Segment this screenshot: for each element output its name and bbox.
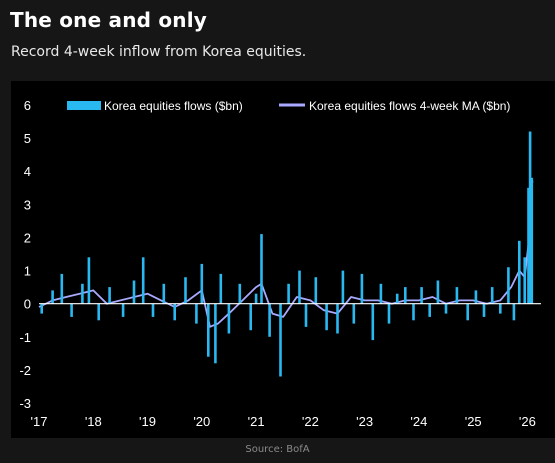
flow-bar [219,273,223,304]
flow-bar [314,277,318,304]
y-tick-label: -2 [19,363,31,378]
flow-bar [518,240,521,304]
flow-bar [268,303,271,337]
ma-series-line [38,180,534,328]
chart-panel: 6 5 4 3 2 1 0 -1 -2 -3 '17 '18 '19 '20 '21 '22 '23 '24 '2… [11,81,555,438]
flow-bar [455,287,459,304]
flow-bar [395,293,399,304]
flow-bar [81,283,84,304]
flow-bar [507,267,510,304]
flow-bar [151,303,155,317]
flow-bar [436,280,440,304]
y-tick-label: 0 [24,297,31,312]
flow-bar [51,290,54,304]
flow-bar [304,303,308,327]
x-tick-label: '23 [356,414,373,429]
flow-bar [87,257,91,304]
flow-bar [444,303,448,314]
flow-bar [40,303,43,314]
flow-bar [249,303,252,331]
legend-label-bars: Korea equities flows ($bn) [104,99,243,113]
x-tick-label: '21 [248,414,265,429]
source-note: Source: BofA [245,444,310,455]
flow-bar [371,303,375,341]
flow-bar [121,303,125,317]
chart-subtitle: Record 4-week inflow from Korea equities… [11,44,307,60]
bars-layer [40,131,534,377]
ma-layer [38,180,534,328]
flow-bar [60,273,64,304]
flow-bar [466,303,469,321]
flow-bar [97,303,100,321]
flow-bar [482,303,486,317]
flow-bar [474,290,478,304]
y-tick-label: 1 [24,264,31,279]
flow-bar [214,303,217,364]
flow-bar [173,303,176,321]
flow-bar [132,280,136,304]
flow-bar [70,303,73,317]
flow-bar [360,273,364,304]
y-tick-label: -3 [19,396,31,411]
y-tick-label: 6 [24,98,31,113]
y-tick-label: 5 [24,131,31,146]
y-tick-label: 2 [24,230,31,245]
chart-svg: 6 5 4 3 2 1 0 -1 -2 -3 '17 '18 '19 '20 '21 '22 '23 '24 '2… [19,98,541,429]
x-tick-label: '25 [465,414,482,429]
flow-bar [528,131,532,304]
flow-bar [325,303,328,331]
x-tick-label: '20 [193,414,210,429]
flow-bar [412,303,415,321]
x-tick-label: '26 [519,414,536,429]
flow-bar [387,303,391,324]
flow-bar [352,303,356,324]
flow-bar [499,303,502,314]
flow-bar [428,303,431,317]
flow-bar [254,293,258,304]
flow-bar [260,234,263,304]
flow-bar [238,283,242,304]
flow-bar [379,283,383,304]
legend-label-ma: Korea equities flows 4-week MA ($bn) [309,99,510,113]
flow-bar [490,287,494,304]
flow-bar [279,303,282,377]
flow-bar [527,187,530,304]
flow-bar [195,303,198,324]
flow-bar [530,177,534,304]
y-axis: 6 5 4 3 2 1 0 -1 -2 -3 [19,98,31,411]
flow-bar [420,287,423,304]
flow-bar [200,263,204,304]
legend: Korea equities flows ($bn) Korea equities… [67,99,510,113]
flow-bar [341,270,345,304]
legend-swatch-bars [67,101,101,110]
flow-bar [207,303,210,357]
flow-bar [141,257,145,304]
y-tick-label: 3 [24,197,31,212]
flow-bar [512,303,516,321]
flow-bar [184,277,187,304]
y-tick-label: 4 [24,164,31,179]
x-axis: '17 '18 '19 '20 '21 '22 '23 '24 '25 '26 [31,414,536,429]
y-tick-label: -1 [19,330,31,345]
x-tick-label: '19 [139,414,156,429]
flow-bar [108,287,111,304]
flow-bar [162,283,166,304]
x-tick-label: '18 [85,414,102,429]
flow-bar [336,303,339,334]
x-tick-label: '24 [410,414,427,429]
flow-bar [287,283,290,304]
x-tick-label: '22 [302,414,319,429]
x-tick-label: '17 [31,414,48,429]
flow-bar [404,287,407,304]
flow-bar [523,257,526,304]
chart-title: The one and only [10,8,207,32]
flow-bar [227,303,231,334]
flow-bar [298,270,301,304]
